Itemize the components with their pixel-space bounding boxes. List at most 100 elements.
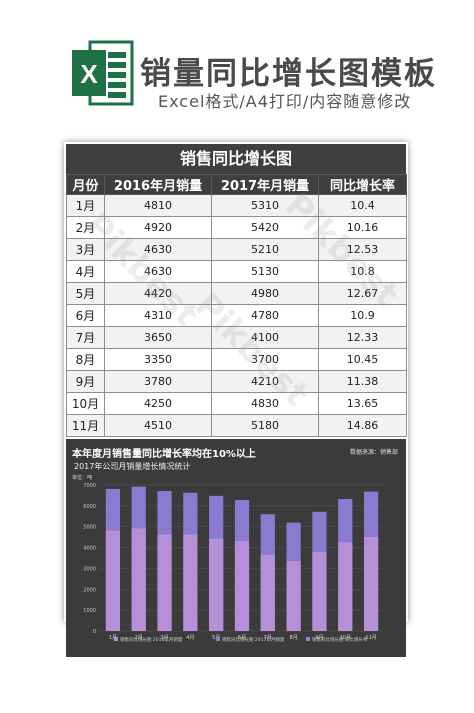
table-cell: 10.8	[318, 260, 407, 283]
x-tick-label: 10月	[340, 635, 351, 641]
table-cell: 10.45	[318, 348, 407, 371]
table-cell: 5130	[211, 260, 319, 283]
table-cell: 4310	[104, 304, 212, 327]
table-cell: 4210	[211, 370, 319, 393]
chart-plot: 单位：吨 0 1000 2000 3000 4000 5000 6000 7000 1月 2月 3月 4…	[72, 474, 384, 643]
sales-chart: 本年度月销售量同比增长率均在10%以上 数据来源：销售部 2017年公司月销量增…	[66, 439, 406, 657]
table-row: 10月 4250 4830 13.65	[66, 392, 407, 415]
y-unit-label: 单位：吨	[72, 474, 92, 481]
bar-2016	[131, 528, 146, 631]
bar-2016	[260, 554, 275, 631]
y-tick-label: 2000	[83, 587, 96, 593]
table-cell: 5310	[211, 194, 319, 217]
table-cell: 10.16	[318, 216, 407, 239]
table-cell: 4420	[104, 282, 212, 305]
bar-2016	[183, 534, 198, 631]
table-row: 2月 4920 5420 10.16	[66, 216, 407, 239]
table-cell: 4920	[104, 216, 212, 239]
y-tick-label: 4000	[83, 546, 96, 552]
table-cell: 4月	[66, 260, 105, 283]
table-cell: 4630	[104, 238, 212, 261]
spreadsheet-preview: 销售同比增长图 月份 2016年月销量 2017年月销量 同比增长率 1月 481…	[64, 142, 408, 657]
table-cell: 4980	[211, 282, 319, 305]
table-title: 销售同比增长图	[66, 144, 406, 174]
table-row: 1月 4810 5310 10.4	[66, 194, 407, 217]
table-row: 8月 3350 3700 10.45	[66, 348, 407, 371]
y-tick-label: 1000	[83, 608, 96, 614]
table-cell: 9月	[66, 370, 105, 393]
y-tick-label: 6000	[83, 504, 96, 510]
table-cell: 13.65	[318, 392, 407, 415]
table-row: 9月 3780 4210 11.38	[66, 370, 407, 393]
table-row: 3月 4630 5210 12.53	[66, 238, 407, 261]
sales-table: 月份 2016年月销量 2017年月销量 同比增长率 1月 4810 5310 10.…	[66, 174, 407, 437]
x-tick-label: 8月	[290, 635, 298, 641]
table-cell: 3月	[66, 238, 105, 261]
legend-swatch	[306, 637, 310, 641]
chart-source: 数据来源：销售部	[349, 449, 398, 456]
chart-subtitle: 2017年公司月销量增长情况统计	[74, 462, 191, 471]
table-cell: 11月	[66, 414, 105, 437]
table-cell: 12.67	[318, 282, 407, 305]
table-cell: 5420	[211, 216, 319, 239]
legend-label: 销售同比增长图 2016年月销量	[120, 636, 183, 643]
legend-label: 销售同比增长图 2017年月销量	[222, 636, 285, 643]
column-header: 2017年月销量	[211, 174, 319, 195]
table-row: 5月 4420 4980 12.67	[66, 282, 407, 305]
table-row: 7月 3650 4100 12.33	[66, 326, 407, 349]
x-tick-label: 1月	[109, 635, 117, 641]
x-tick-label: 9月	[315, 635, 323, 641]
table-cell: 10.9	[318, 304, 407, 327]
x-tick-label: 3月	[160, 635, 168, 641]
legend-swatch	[114, 637, 118, 641]
table-row: 4月 4630 5130 10.8	[66, 260, 407, 283]
table-cell: 4810	[104, 194, 212, 217]
page-title: 销量同比增长图模板	[140, 56, 437, 92]
table-row: 11月 4510 5180 14.86	[66, 414, 407, 437]
table-cell: 10月	[66, 392, 105, 415]
legend-label: 销售同比增长图 同比增长率	[312, 636, 368, 643]
legend-swatch	[216, 637, 220, 641]
table-cell: 4780	[211, 304, 319, 327]
x-tick-label: 7月	[264, 635, 272, 641]
table-cell: 4100	[211, 326, 319, 349]
table-cell: 12.33	[318, 326, 407, 349]
table-row: 6月 4310 4780 10.9	[66, 304, 407, 327]
table-cell: 3700	[211, 348, 319, 371]
table-cell: 3350	[104, 348, 212, 371]
table-cell: 14.86	[318, 414, 407, 437]
y-tick-label: 5000	[83, 525, 96, 531]
bar-2016	[209, 538, 224, 631]
table-cell: 5210	[211, 238, 319, 261]
bar-2016	[363, 536, 379, 631]
table-cell: 12.53	[318, 238, 407, 261]
bar-2016	[157, 534, 172, 631]
table-cell: 1月	[66, 194, 105, 217]
bar-2016	[286, 561, 301, 631]
table-cell: 4630	[104, 260, 212, 283]
y-tick-label: 3000	[83, 566, 96, 572]
table-cell: 4830	[211, 392, 319, 415]
table-cell: 7月	[66, 326, 105, 349]
table-cell: 3780	[104, 370, 212, 393]
table-cell: 10.4	[318, 194, 407, 217]
bar-2016	[234, 541, 250, 631]
bar-2016	[338, 542, 353, 631]
table-cell: 3650	[104, 326, 212, 349]
column-header: 月份	[66, 174, 105, 195]
bar-2016	[105, 530, 121, 631]
column-header: 2016年月销量	[104, 174, 212, 195]
table-cell: 4250	[104, 392, 212, 415]
svg-text:X: X	[80, 59, 98, 89]
x-tick-label: 2月	[135, 635, 143, 641]
x-tick-label: 6月	[238, 635, 246, 641]
y-tick-label: 0	[93, 629, 96, 635]
table-cell: 5月	[66, 282, 105, 305]
table-cell: 11.38	[318, 370, 407, 393]
y-tick-label: 7000	[83, 483, 96, 489]
x-tick-label: 11月	[365, 635, 376, 641]
table-header-row: 月份 2016年月销量 2017年月销量 同比增长率	[66, 174, 407, 195]
chart-title: 本年度月销售量同比增长率均在10%以上	[72, 449, 256, 460]
x-tick-label: 4月	[186, 635, 194, 641]
excel-logo-icon: X	[72, 40, 134, 106]
